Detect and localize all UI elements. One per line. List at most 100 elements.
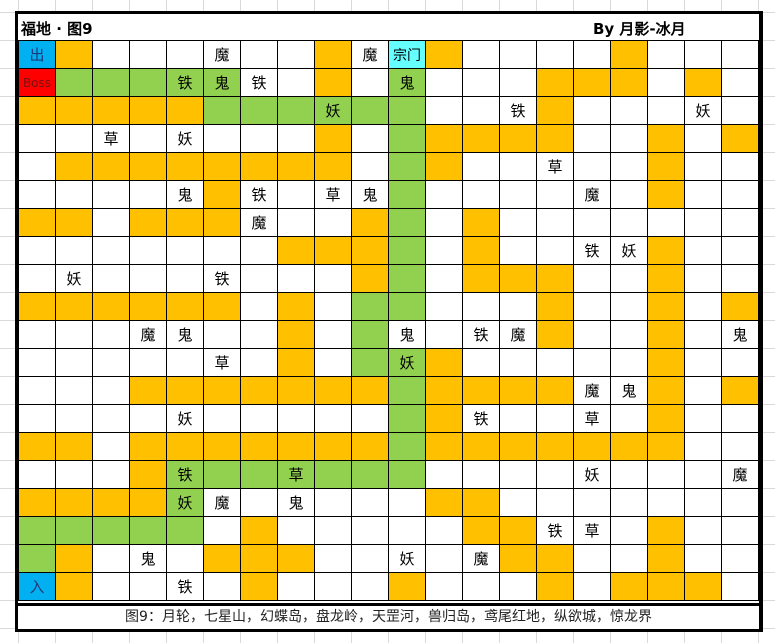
map-cell bbox=[389, 461, 426, 489]
map-cell bbox=[722, 293, 759, 321]
map-cell bbox=[315, 125, 352, 153]
map-cell bbox=[426, 181, 463, 209]
map-cell bbox=[130, 405, 167, 433]
map-cell: 铁 bbox=[241, 181, 278, 209]
map-cell: 妖 bbox=[56, 265, 93, 293]
map-cell bbox=[19, 181, 56, 209]
map-cell bbox=[537, 573, 574, 601]
map-cell bbox=[426, 125, 463, 153]
map-cell bbox=[500, 349, 537, 377]
map-cell bbox=[426, 405, 463, 433]
map-cell: 鬼 bbox=[130, 545, 167, 573]
map-cell bbox=[19, 265, 56, 293]
boss-cell: Boss bbox=[19, 69, 56, 97]
map-cell bbox=[426, 265, 463, 293]
map-cell bbox=[352, 125, 389, 153]
map-cell bbox=[278, 265, 315, 293]
map-cell bbox=[722, 573, 759, 601]
map-cell bbox=[537, 97, 574, 125]
map-cell bbox=[130, 153, 167, 181]
map-cell bbox=[130, 69, 167, 97]
map-cell bbox=[537, 69, 574, 97]
map-cell bbox=[241, 489, 278, 517]
map-grid: 出魔魔宗门 Boss 铁鬼铁鬼妖铁妖草妖草鬼铁草鬼魔魔铁妖妖铁魔鬼鬼铁魔鬼草妖魔鬼妖… bbox=[18, 40, 759, 601]
map-cell bbox=[537, 377, 574, 405]
map-cell bbox=[241, 41, 278, 69]
map-cell bbox=[56, 153, 93, 181]
map-cell bbox=[19, 125, 56, 153]
map-cell bbox=[352, 321, 389, 349]
map-cell bbox=[611, 321, 648, 349]
map-cell bbox=[130, 461, 167, 489]
map-cell bbox=[537, 209, 574, 237]
map-cell bbox=[685, 293, 722, 321]
map-cell bbox=[93, 433, 130, 461]
map-cell: 草 bbox=[574, 517, 611, 545]
map-title: 福地 · 图9 bbox=[21, 20, 93, 38]
map-cell: 妖 bbox=[167, 405, 204, 433]
map-cell: 鬼 bbox=[278, 489, 315, 517]
map-cell bbox=[204, 209, 241, 237]
map-cell bbox=[426, 97, 463, 125]
map-cell bbox=[130, 377, 167, 405]
map-cell: 铁 bbox=[463, 321, 500, 349]
map-cell: 草 bbox=[93, 125, 130, 153]
map-cell bbox=[722, 377, 759, 405]
map-cell bbox=[352, 237, 389, 265]
map-cell bbox=[278, 377, 315, 405]
map-cell: 铁 bbox=[241, 69, 278, 97]
map-footer-caption: 图9：月轮，七星山，幻蝶岛，盘龙岭，天罡河，兽归岛，鸢尾红地，纵欲城，惊龙界 bbox=[18, 603, 759, 630]
map-cell bbox=[574, 321, 611, 349]
map-cell: 草 bbox=[278, 461, 315, 489]
map-cell bbox=[685, 377, 722, 405]
map-cell bbox=[611, 97, 648, 125]
map-cell bbox=[241, 349, 278, 377]
map-cell bbox=[611, 349, 648, 377]
map-board: 福地 · 图9 By 月影-冰月 出魔魔宗门 Boss 铁鬼铁鬼妖铁妖草妖草鬼铁草鬼… bbox=[15, 11, 763, 632]
map-cell bbox=[315, 405, 352, 433]
map-cell bbox=[278, 321, 315, 349]
map-cell bbox=[352, 209, 389, 237]
map-cell bbox=[611, 69, 648, 97]
map-cell bbox=[648, 153, 685, 181]
map-cell bbox=[722, 41, 759, 69]
map-cell bbox=[463, 125, 500, 153]
map-cell: 妖 bbox=[167, 489, 204, 517]
map-cell bbox=[648, 517, 685, 545]
map-cell bbox=[56, 517, 93, 545]
map-cell bbox=[611, 125, 648, 153]
map-cell bbox=[93, 153, 130, 181]
map-cell bbox=[204, 237, 241, 265]
map-cell bbox=[204, 97, 241, 125]
map-cell bbox=[278, 97, 315, 125]
map-cell bbox=[685, 181, 722, 209]
map-cell bbox=[204, 153, 241, 181]
map-cell bbox=[722, 97, 759, 125]
map-cell bbox=[722, 349, 759, 377]
map-cell bbox=[648, 69, 685, 97]
map-cell bbox=[463, 377, 500, 405]
map-cell bbox=[167, 517, 204, 545]
map-cell bbox=[130, 209, 167, 237]
map-cell bbox=[500, 237, 537, 265]
map-cell bbox=[611, 153, 648, 181]
map-cell bbox=[167, 293, 204, 321]
map-cell bbox=[130, 293, 167, 321]
map-cell bbox=[315, 265, 352, 293]
map-cell bbox=[685, 237, 722, 265]
map-cell bbox=[500, 41, 537, 69]
map-cell bbox=[93, 237, 130, 265]
map-cell bbox=[278, 181, 315, 209]
map-cell: 魔 bbox=[204, 41, 241, 69]
map-cell bbox=[130, 489, 167, 517]
map-cell bbox=[426, 489, 463, 517]
map-cell: 鬼 bbox=[389, 321, 426, 349]
map-cell bbox=[19, 405, 56, 433]
map-cell bbox=[278, 125, 315, 153]
map-cell bbox=[722, 517, 759, 545]
map-cell bbox=[56, 293, 93, 321]
map-cell bbox=[685, 517, 722, 545]
map-cell bbox=[56, 433, 93, 461]
map-cell bbox=[611, 41, 648, 69]
map-cell: 鬼 bbox=[167, 321, 204, 349]
